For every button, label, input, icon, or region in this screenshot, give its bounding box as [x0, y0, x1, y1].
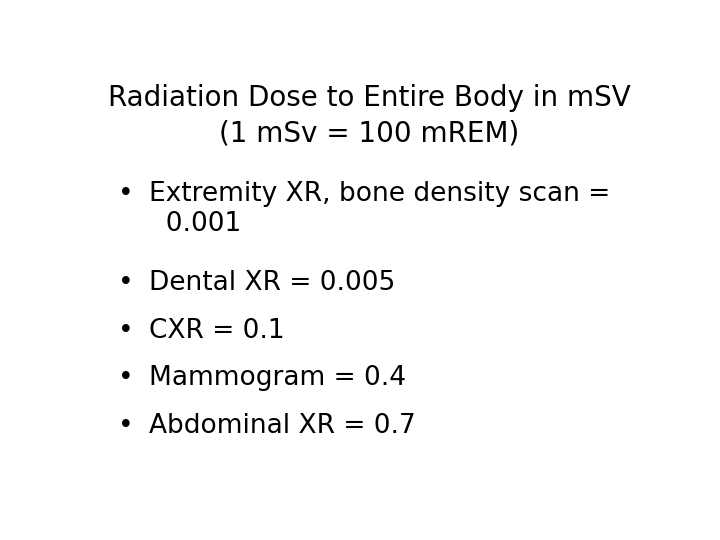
- Text: •: •: [119, 269, 134, 296]
- Text: •: •: [119, 181, 134, 207]
- Text: Abdominal XR = 0.7: Abdominal XR = 0.7: [148, 413, 415, 439]
- Text: •: •: [119, 366, 134, 392]
- Text: Radiation Dose to Entire Body in mSV
(1 mSv = 100 mREM): Radiation Dose to Entire Body in mSV (1 …: [107, 84, 631, 147]
- Text: Dental XR = 0.005: Dental XR = 0.005: [148, 269, 395, 296]
- Text: CXR = 0.1: CXR = 0.1: [148, 318, 284, 343]
- Text: •: •: [119, 318, 134, 343]
- Text: •: •: [119, 413, 134, 439]
- Text: Extremity XR, bone density scan =
  0.001: Extremity XR, bone density scan = 0.001: [148, 181, 610, 237]
- Text: Mammogram = 0.4: Mammogram = 0.4: [148, 366, 405, 392]
